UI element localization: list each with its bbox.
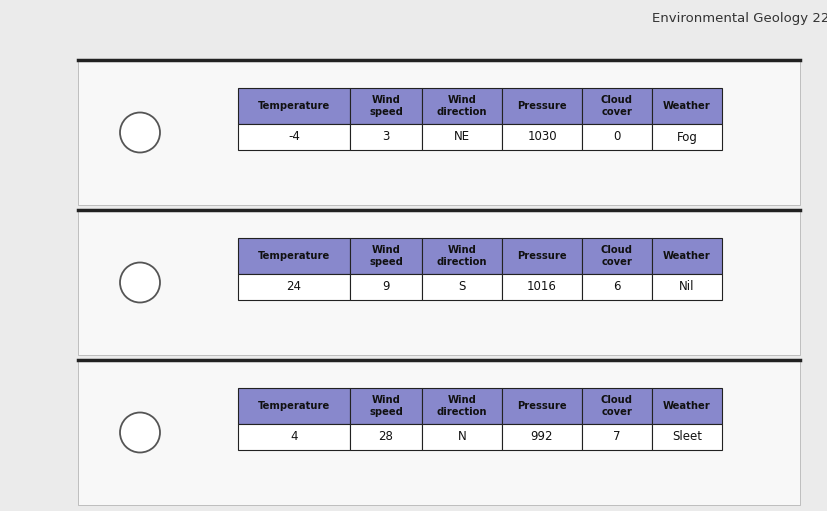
Text: Wind
speed: Wind speed — [369, 395, 403, 417]
Bar — [651, 388, 721, 424]
Text: Weather: Weather — [662, 401, 710, 411]
Bar — [581, 424, 651, 450]
Text: Temperature: Temperature — [257, 401, 330, 411]
Text: Temperature: Temperature — [257, 251, 330, 261]
Text: Weather: Weather — [662, 251, 710, 261]
Text: 6: 6 — [613, 281, 620, 293]
Bar — [350, 274, 422, 300]
Bar — [78, 60, 799, 205]
Bar — [237, 124, 350, 150]
Text: 992: 992 — [530, 430, 552, 444]
Bar — [237, 388, 350, 424]
Text: 24: 24 — [286, 281, 301, 293]
Bar — [651, 424, 721, 450]
Bar — [237, 424, 350, 450]
Bar — [581, 88, 651, 124]
Text: 1016: 1016 — [527, 281, 557, 293]
Bar — [501, 274, 581, 300]
Bar — [581, 388, 651, 424]
Text: -4: -4 — [288, 130, 299, 144]
Bar — [422, 88, 501, 124]
Text: 3: 3 — [382, 130, 390, 144]
Text: 1030: 1030 — [527, 130, 556, 144]
Bar — [651, 124, 721, 150]
Bar — [237, 88, 350, 124]
Text: Cloud
cover: Cloud cover — [600, 245, 632, 267]
Bar — [651, 88, 721, 124]
Bar — [581, 238, 651, 274]
Text: 7: 7 — [613, 430, 620, 444]
Bar — [422, 424, 501, 450]
Bar — [581, 124, 651, 150]
Text: Pressure: Pressure — [517, 101, 566, 111]
Text: Pressure: Pressure — [517, 401, 566, 411]
Text: 9: 9 — [382, 281, 390, 293]
Bar — [422, 238, 501, 274]
Text: Wind
direction: Wind direction — [436, 95, 486, 117]
Bar — [581, 274, 651, 300]
Bar — [501, 424, 581, 450]
Bar — [422, 124, 501, 150]
Bar — [501, 388, 581, 424]
Text: Cloud
cover: Cloud cover — [600, 395, 632, 417]
Bar — [501, 88, 581, 124]
Bar — [501, 124, 581, 150]
Text: Wind
speed: Wind speed — [369, 245, 403, 267]
Text: NE: NE — [453, 130, 470, 144]
Circle shape — [120, 412, 160, 453]
Text: Fog: Fog — [676, 130, 696, 144]
Text: Nil: Nil — [678, 281, 694, 293]
Text: Weather: Weather — [662, 101, 710, 111]
Circle shape — [120, 263, 160, 303]
Bar — [78, 360, 799, 505]
Bar — [350, 424, 422, 450]
Circle shape — [120, 112, 160, 152]
Text: Wind
direction: Wind direction — [436, 245, 486, 267]
Bar — [422, 388, 501, 424]
Bar — [651, 238, 721, 274]
Bar — [350, 388, 422, 424]
Bar — [350, 124, 422, 150]
Text: 0: 0 — [613, 130, 620, 144]
Text: Pressure: Pressure — [517, 251, 566, 261]
Bar — [237, 238, 350, 274]
Bar — [651, 274, 721, 300]
Text: 28: 28 — [378, 430, 393, 444]
Text: Wind
direction: Wind direction — [436, 395, 486, 417]
Text: Environmental Geology 227: Environmental Geology 227 — [652, 12, 827, 25]
Bar — [350, 238, 422, 274]
Text: 4: 4 — [290, 430, 298, 444]
Bar — [237, 274, 350, 300]
Bar — [501, 238, 581, 274]
Text: S: S — [458, 281, 465, 293]
Text: Temperature: Temperature — [257, 101, 330, 111]
Bar — [350, 88, 422, 124]
Text: N: N — [457, 430, 466, 444]
Text: Cloud
cover: Cloud cover — [600, 95, 632, 117]
Bar — [78, 210, 799, 355]
Text: Wind
speed: Wind speed — [369, 95, 403, 117]
Bar — [422, 274, 501, 300]
Text: Sleet: Sleet — [672, 430, 701, 444]
